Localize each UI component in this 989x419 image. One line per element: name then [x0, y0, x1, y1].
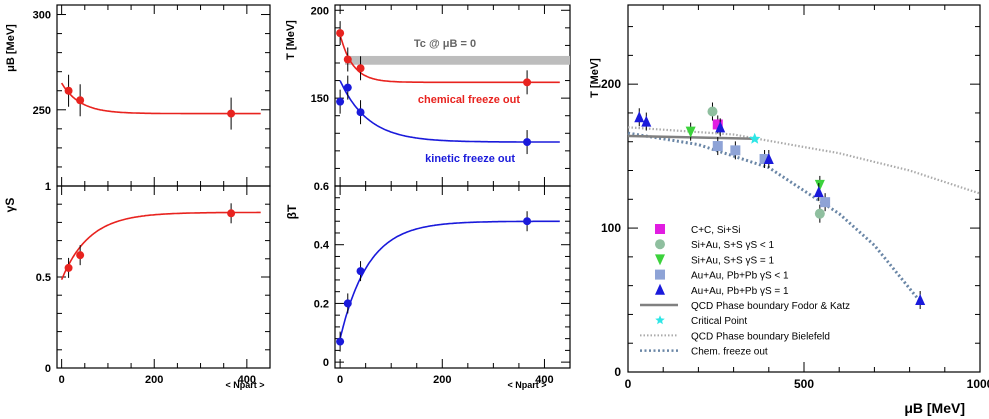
band-label: Tc @ μB = 0 [414, 38, 476, 50]
x-tick-label: 500 [794, 377, 814, 391]
x-tick-label: 200 [433, 374, 451, 386]
y-tick-label: 0 [45, 363, 51, 375]
y-tick-label: 0.5 [36, 272, 51, 284]
legend-label: Si+Au, S+S γS < 1 [691, 240, 775, 251]
panel-phase-diagram: 0 100 200 0 500 1000μB [MeV] T [MeV] C+C, Si+Si… [589, 4, 989, 416]
data-point [523, 217, 532, 226]
legend-label: Au+Au, Pb+Pb γS < 1 [691, 271, 789, 282]
data-point [707, 106, 718, 117]
x-axis-label: < Npart > [507, 380, 546, 390]
legend-swatch [655, 239, 665, 250]
data-point [820, 197, 831, 208]
series-label-chemical: chemical freeze out [418, 94, 520, 106]
fodor-katz-boundary [627, 134, 755, 141]
x-tick-label: 0 [59, 374, 65, 386]
data-point [685, 126, 696, 138]
legend-label: QCD Phase boundary Fodor & Katz [691, 301, 850, 312]
critical-point [749, 132, 761, 144]
panel-mu-b: 250 300 μB [MeV] [5, 4, 271, 187]
y-axis-label: T [MeV] [285, 20, 297, 60]
chart-panels: 250 300 μB [MeV] 0 0.5 1 0 200 400 γS < Npart > 150… [3, 4, 989, 416]
y-tick-label: 0.6 [314, 181, 329, 193]
y-tick-label: 250 [33, 105, 51, 117]
data-point [356, 64, 365, 73]
legend-label: QCD Phase boundary Bielefeld [691, 331, 830, 342]
data-point [336, 337, 345, 346]
fit-curve [339, 220, 560, 339]
y-tick-label: 0.4 [314, 240, 330, 252]
data-point [763, 152, 774, 164]
data-point [227, 209, 236, 218]
chem-freeze-out-curve [627, 131, 922, 303]
y-tick-label: 300 [33, 10, 51, 22]
plot-frame-4 [627, 4, 981, 373]
y-tick-label: 200 [601, 77, 621, 91]
legend-swatch [655, 254, 665, 266]
data-point [813, 186, 824, 198]
plot-frame-0 [56, 4, 271, 187]
x-axis-label: < Npart > [225, 380, 264, 390]
data-point [712, 119, 723, 130]
data-point [712, 141, 723, 152]
legend-label: Au+Au, Pb+Pb γS = 1 [691, 286, 789, 297]
y-axis-label: T [MeV] [589, 58, 601, 98]
data-point [634, 111, 645, 123]
legend-label: Si+Au, S+S γS = 1 [691, 255, 775, 266]
x-tick-label: 0 [337, 374, 343, 386]
y-tick-label: 1 [45, 181, 51, 193]
data-point [814, 208, 825, 219]
data-point [76, 96, 85, 105]
panel-temperature: 150 200 Tc @ μB = 0 chemical freeze out kine… [285, 4, 571, 187]
x-tick-label: 200 [145, 374, 163, 386]
legend-label: Chem. freeze out [691, 347, 768, 358]
bielefeld-boundary [627, 126, 981, 195]
data-point [715, 121, 726, 133]
y-tick-label: 200 [311, 5, 329, 17]
data-point [730, 145, 741, 156]
tc-band [345, 55, 570, 65]
series-label-kinetic: kinetic freeze out [425, 153, 515, 165]
data-point [336, 29, 345, 38]
y-tick-label: 0.2 [314, 298, 329, 310]
data-point [343, 299, 352, 308]
data-point [76, 251, 85, 260]
plot-frame-3 [334, 185, 571, 369]
legend-swatch [655, 269, 665, 280]
data-point [356, 267, 365, 276]
x-tick-label: 1000 [967, 377, 989, 391]
data-point [523, 138, 532, 147]
legend-swatch [655, 224, 665, 234]
y-axis-label: γS [3, 198, 17, 213]
x-tick-label: 400 [238, 374, 256, 386]
x-tick-label: 400 [535, 374, 553, 386]
data-point [814, 179, 825, 191]
legend-label: C+C, Si+Si [691, 225, 740, 236]
y-tick-label: 0 [614, 365, 621, 379]
data-point [915, 294, 926, 306]
data-point [759, 153, 770, 164]
legend-swatch [655, 283, 665, 295]
panel-gamma-s: 0 0.5 1 0 200 400 γS < Npart > [3, 181, 271, 390]
legend-swatch [655, 315, 665, 325]
data-point [343, 55, 352, 64]
x-tick-label: 0 [625, 377, 632, 391]
y-tick-label: 100 [601, 221, 621, 235]
y-tick-label: 150 [311, 93, 329, 105]
data-point [336, 97, 345, 106]
data-point [343, 83, 352, 92]
data-point [356, 108, 365, 117]
data-point [227, 109, 236, 118]
data-point [523, 78, 532, 87]
data-point [641, 115, 652, 127]
legend-label: Critical Point [691, 316, 747, 327]
panel-beta-t: 0 0.2 0.4 0.6 0 200 400 βT < Npart > [285, 181, 571, 390]
data-point [64, 86, 73, 95]
y-axis-label: βT [285, 204, 299, 219]
y-axis-label: μB [MeV] [5, 24, 17, 72]
x-axis-label: μB [MeV] [904, 400, 965, 416]
y-tick-label: 0 [323, 357, 329, 369]
data-point [64, 263, 73, 272]
